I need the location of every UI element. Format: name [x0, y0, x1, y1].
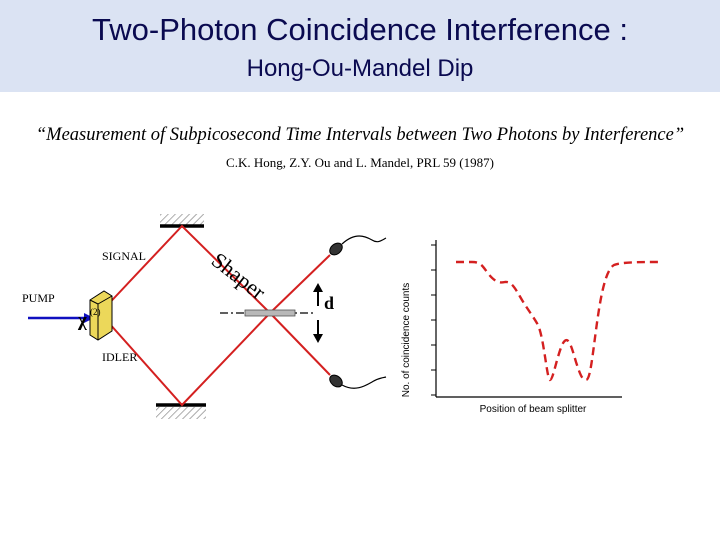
- nonlinear-crystal: [89, 290, 113, 341]
- chi-superscript: (2): [90, 307, 101, 317]
- pump-label: PUMP: [22, 291, 55, 305]
- detector-top: [329, 235, 387, 256]
- displacement-arrows: [313, 283, 323, 343]
- displacement-label: d: [324, 293, 334, 313]
- page-subtitle: Hong-Ou-Mandel Dip: [246, 55, 474, 82]
- beam-splitter: [220, 309, 315, 317]
- chi-symbol: χ: [77, 310, 87, 331]
- plot-xlabel: Position of beam splitter: [480, 404, 587, 415]
- title-banner: [0, 0, 720, 92]
- plot-ylabel: No. of coincidence counts: [401, 283, 412, 398]
- idler-label: IDLER: [102, 350, 137, 364]
- shaper-label: Shaper: [207, 247, 271, 305]
- top-mirror: [160, 214, 204, 228]
- photon-paths: [99, 224, 331, 407]
- page-title: Two-Photon Coincidence Interference :: [92, 12, 628, 47]
- pump-arrow: [28, 313, 94, 323]
- detector-bottom: [329, 374, 387, 389]
- signal-label: SIGNAL: [102, 249, 146, 263]
- paper-title-quote: “Measurement of Subpicosecond Time Inter…: [35, 125, 685, 145]
- dip-plot: No. of coincidence counts Position of be…: [401, 240, 659, 415]
- coincidence-dip-curve: [456, 260, 659, 382]
- bottom-mirror: [156, 403, 206, 419]
- citation: C.K. Hong, Z.Y. Ou and L. Mandel, PRL 59…: [226, 155, 494, 170]
